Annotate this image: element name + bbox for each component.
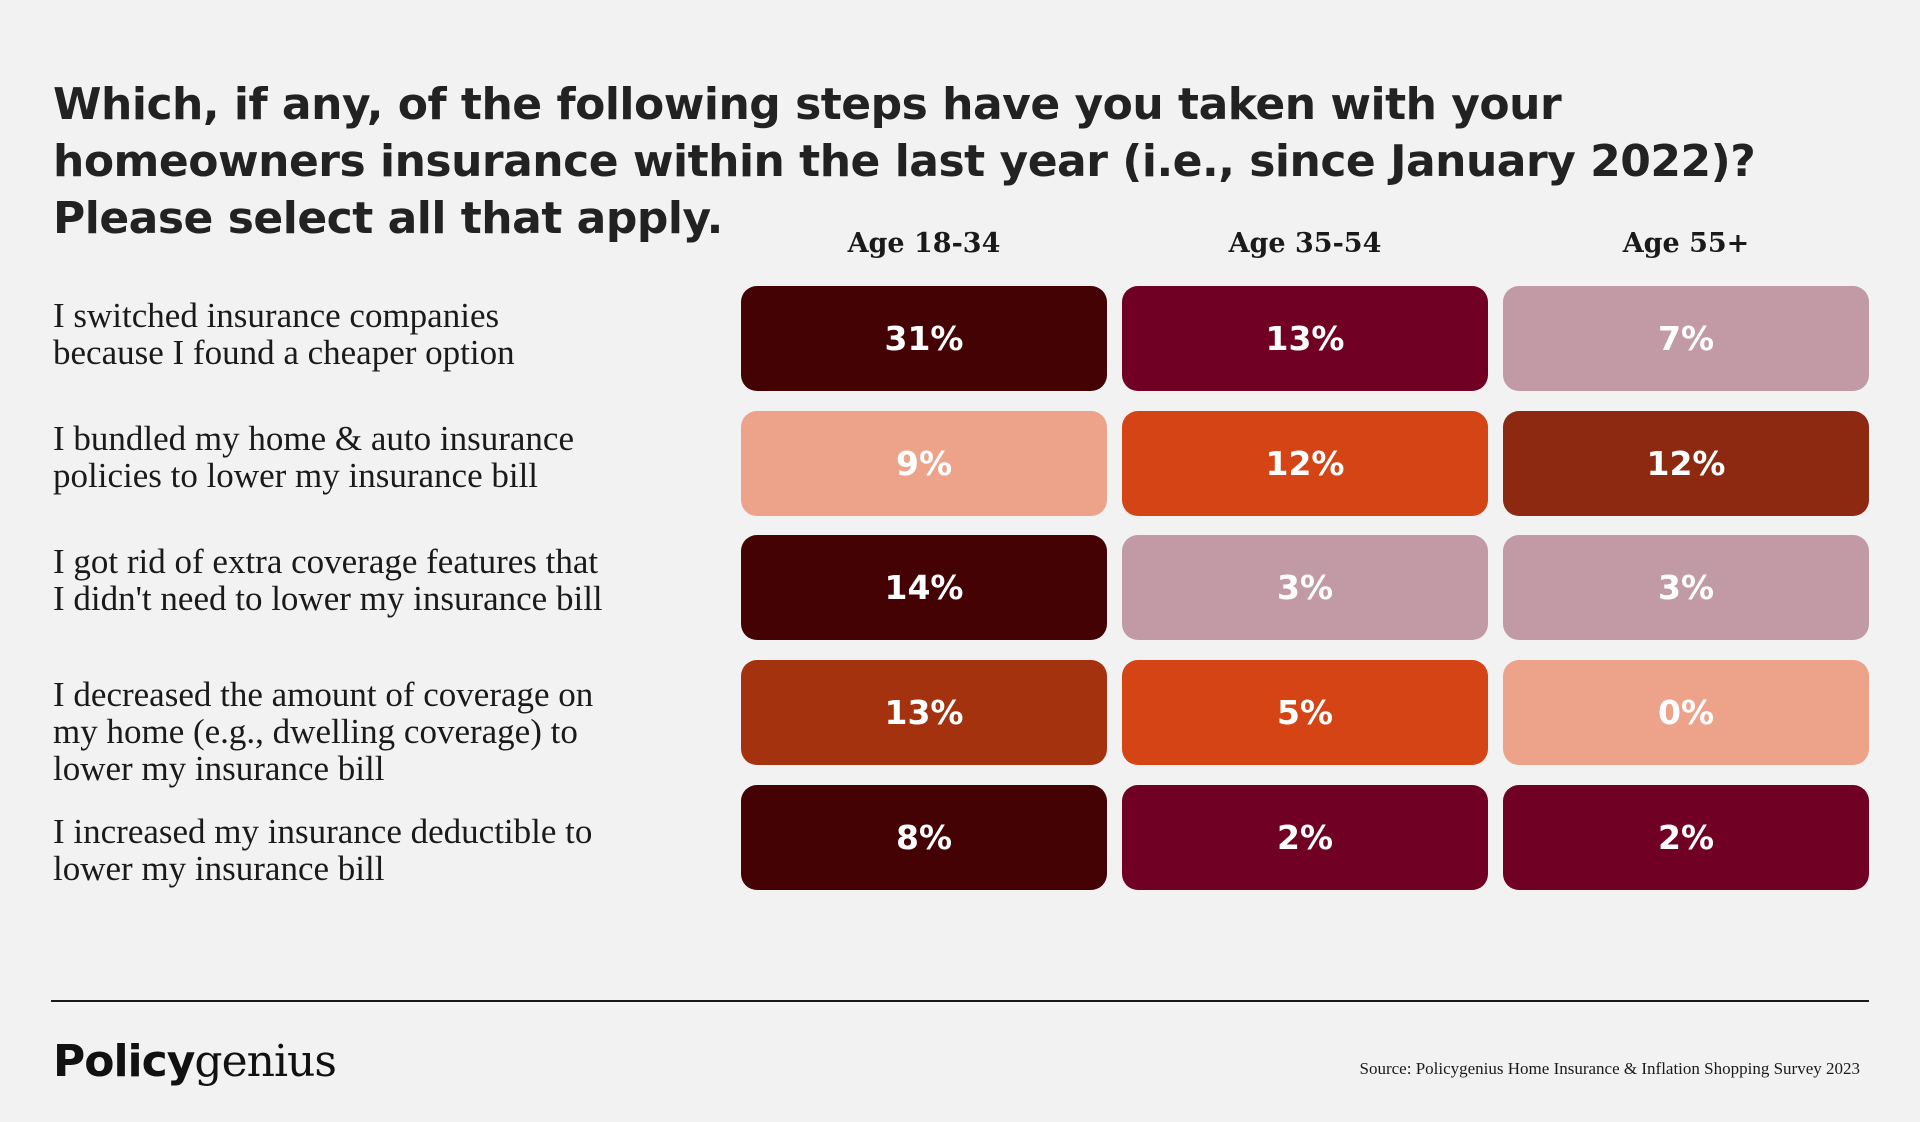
column-header-1: Age 18-34 [847,228,1001,259]
value-cell-r1-c3: 7% [1503,286,1869,391]
footer-divider [51,1000,1869,1002]
row-label-3: I got rid of extra coverage features tha… [53,543,693,617]
value-cell-r5-c3: 2% [1503,785,1869,890]
row-label-line: I increased my insurance deductible to [53,812,593,851]
row-label-line: because I found a cheaper option [53,333,515,372]
chart-title: Which, if any, of the following steps ha… [53,79,1756,244]
policygenius-logo: Policygenius [53,1036,337,1087]
value-cell-r1-c1: 31% [741,286,1107,391]
row-label-line: lower my insurance bill [53,849,385,888]
row-label-5: I increased my insurance deductible to lo… [53,813,693,887]
row-label-4: I decreased the amount of coverage on my … [53,676,693,787]
value-cell-r4-c1: 13% [741,660,1107,765]
logo-policy-text: Policy [53,1036,195,1087]
row-label-line: lower my insurance bill [53,749,385,788]
row-label-line: I switched insurance companies [53,296,500,335]
column-header-3: Age 55+ [1622,228,1750,259]
row-label-2: I bundled my home & auto insurance polici… [53,420,693,494]
value-cell-r5-c1: 8% [741,785,1107,890]
row-label-line: I bundled my home & auto insurance [53,419,574,458]
value-cell-r1-c2: 13% [1122,286,1488,391]
value-cell-r2-c1: 9% [741,411,1107,516]
row-label-1: I switched insurance companies because I … [53,297,693,371]
value-cell-r3-c1: 14% [741,535,1107,640]
value-cell-r4-c2: 5% [1122,660,1488,765]
value-cell-r4-c3: 0% [1503,660,1869,765]
value-cell-r3-c2: 3% [1122,535,1488,640]
value-cell-r3-c3: 3% [1503,535,1869,640]
value-cell-r2-c3: 12% [1503,411,1869,516]
column-header-2: Age 35-54 [1228,228,1382,259]
source-note: Source: Policygenius Home Insurance & In… [1359,1059,1860,1078]
row-label-line: I decreased the amount of coverage on [53,675,594,714]
value-cell-r2-c2: 12% [1122,411,1488,516]
value-cell-r5-c2: 2% [1122,785,1488,890]
row-label-line: I got rid of extra coverage features tha… [53,542,599,581]
row-label-line: my home (e.g., dwelling coverage) to [53,712,578,751]
row-label-line: policies to lower my insurance bill [53,456,539,495]
logo-genius-text: genius [194,1036,337,1087]
row-label-line: I didn't need to lower my insurance bill [53,579,603,618]
